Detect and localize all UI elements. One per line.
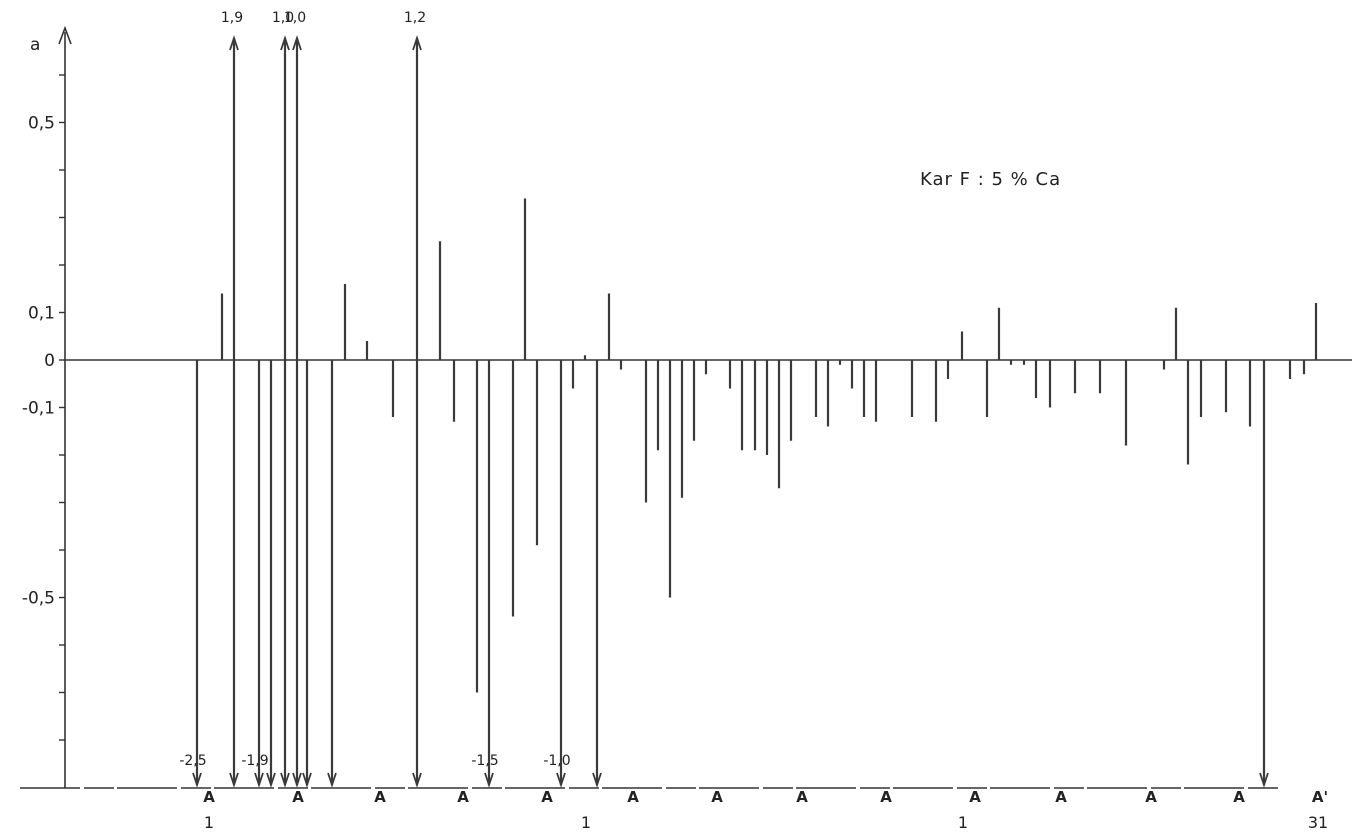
- position-marker: A: [1055, 788, 1067, 806]
- bar-arrow-head: [292, 35, 302, 51]
- bar-arrow-head: [484, 772, 494, 788]
- bar-arrow-head: [266, 772, 276, 788]
- bar: [327, 360, 337, 788]
- bar-arrow-head: [229, 35, 239, 51]
- bar-arrow-head: [192, 772, 202, 788]
- position-marker: A: [627, 788, 639, 806]
- y-tick-label: 0,5: [28, 114, 55, 134]
- position-marker: A: [541, 788, 553, 806]
- bar: [592, 360, 602, 788]
- bar: [302, 360, 312, 788]
- bar-arrow-head: [412, 35, 422, 51]
- y-tick-label: -0,1: [22, 399, 55, 419]
- value-callout: 1,2: [404, 10, 426, 26]
- bar-arrow-head: [229, 772, 239, 788]
- position-marker: A: [1145, 788, 1157, 806]
- y-tick-label: 0,1: [28, 304, 55, 324]
- bar-arrow-head: [302, 772, 312, 788]
- bar-arrow-head: [292, 772, 302, 788]
- callouts: -2,5 1,9 -1,9 1,01,0 1,2 -1,5 -1,0: [179, 10, 570, 769]
- x-label: 31: [1308, 813, 1328, 832]
- value-callout: -2,5: [179, 753, 206, 769]
- bar-arrow-head: [254, 772, 264, 788]
- position-marker: A: [292, 788, 304, 806]
- position-marker: A: [880, 788, 892, 806]
- bars: [192, 35, 1318, 788]
- bar-arrow-head: [1259, 772, 1269, 788]
- position-markers: A A A A A A A A A A A A A A' 1 1 1 31: [203, 788, 1328, 832]
- x-label: 1: [958, 813, 968, 832]
- y-tick-label: 0: [44, 351, 55, 371]
- value-callout: 1,0: [284, 10, 306, 26]
- bar: [484, 360, 494, 788]
- position-marker: A: [969, 788, 981, 806]
- axes: 0,5 0,1 0 -0,1 -0,5: [20, 25, 1352, 789]
- bar: [292, 35, 302, 788]
- position-marker: A: [796, 788, 808, 806]
- y-axis-arrow: [58, 25, 72, 45]
- x-label: 1: [581, 813, 591, 832]
- position-marker: A: [203, 788, 215, 806]
- bar: [280, 35, 290, 788]
- bar-arrow-head: [592, 772, 602, 788]
- value-callout: -1,5: [471, 753, 498, 769]
- value-callout: 1,0: [272, 10, 294, 26]
- y-tick-label: -0,5: [22, 589, 55, 609]
- bar: [266, 360, 276, 788]
- bar: [556, 360, 566, 788]
- chart-note: Kar F : 5 % Ca: [920, 169, 1061, 190]
- bar-arrow-head: [280, 35, 290, 51]
- x-label: 1: [204, 813, 214, 832]
- bar-arrow-head: [412, 772, 422, 788]
- value-callout: -1,0: [543, 753, 570, 769]
- value-callout: 1,9: [221, 10, 243, 26]
- position-marker: A: [711, 788, 723, 806]
- bar: [229, 35, 239, 788]
- bar: [254, 360, 264, 788]
- y-axis-label: a: [30, 35, 40, 55]
- position-marker: A: [1233, 788, 1245, 806]
- bar-arrow-head: [327, 772, 337, 788]
- end-position-marker: A': [1312, 788, 1328, 806]
- bar: [412, 35, 422, 788]
- position-marker: A: [374, 788, 386, 806]
- bar: [192, 360, 202, 788]
- bar-arrow-head: [280, 772, 290, 788]
- value-callout: -1,9: [241, 753, 268, 769]
- bar: [1259, 360, 1269, 788]
- bar-arrow-head: [556, 772, 566, 788]
- position-marker: A: [457, 788, 469, 806]
